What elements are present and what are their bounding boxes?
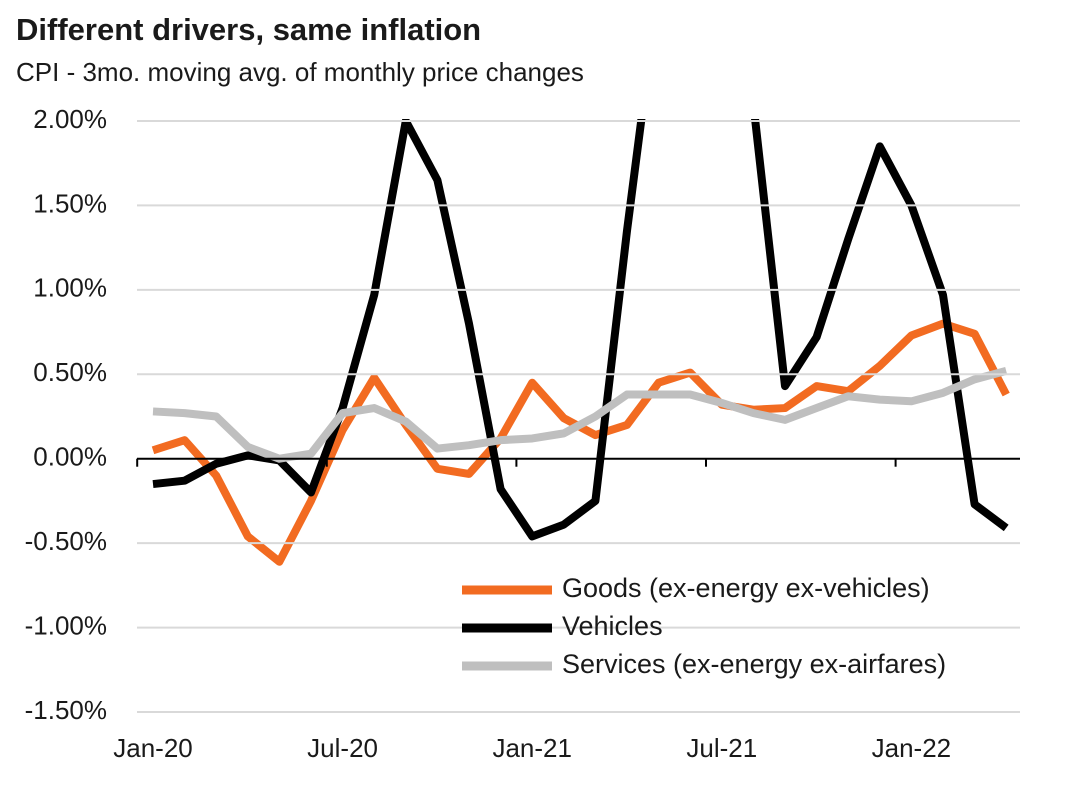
x-tick-label: Jul-21 — [686, 733, 757, 763]
legend-label: Vehicles — [562, 611, 663, 641]
y-tick-label: 2.00% — [33, 104, 107, 134]
x-tick-label: Jan-22 — [872, 733, 952, 763]
y-tick-label: -1.50% — [25, 695, 107, 725]
x-tick-label: Jul-20 — [307, 733, 378, 763]
series-line — [152, 367, 1008, 463]
series-line — [152, 119, 1009, 541]
series-line — [151, 319, 1010, 566]
y-tick-label: -0.50% — [25, 526, 107, 556]
y-tick-label: 1.50% — [33, 188, 107, 218]
legend-label: Goods (ex-energy ex-vehicles) — [562, 573, 930, 603]
y-tick-label: 0.50% — [33, 357, 107, 387]
x-tick-label: Jan-21 — [492, 733, 572, 763]
plot-area — [151, 119, 1010, 566]
chart-title: Different drivers, same inflation — [16, 12, 481, 47]
x-tick-label: Jan-20 — [113, 733, 193, 763]
y-tick-label: 0.00% — [33, 442, 107, 472]
y-tick-label: 1.00% — [33, 273, 107, 303]
chart-subtitle: CPI - 3mo. moving avg. of monthly price … — [16, 57, 584, 87]
y-tick-label: -1.00% — [25, 610, 107, 640]
legend-label: Services (ex-energy ex-airfares) — [562, 649, 946, 679]
